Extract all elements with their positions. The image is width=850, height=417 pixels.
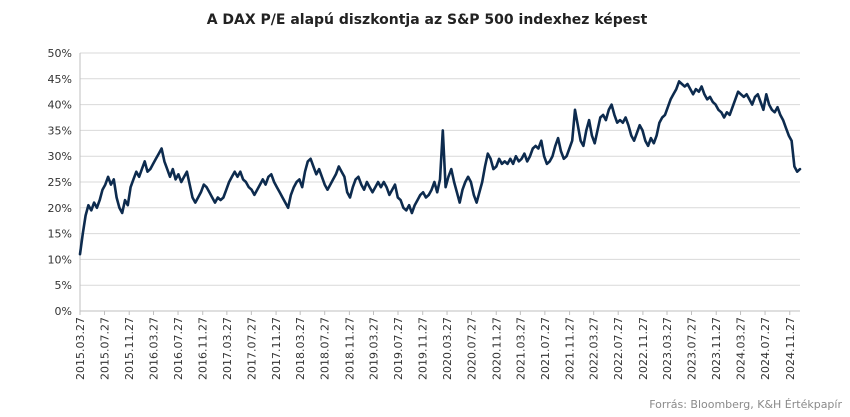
x-tick-label: 2023.07.27 bbox=[686, 317, 699, 380]
x-tick-label: 2017.11.27 bbox=[270, 317, 283, 380]
x-tick-label: 2024.11.27 bbox=[784, 317, 797, 380]
x-tick-label: 2022.11.27 bbox=[637, 317, 650, 380]
x-tick-label: 2017.03.27 bbox=[221, 317, 234, 380]
y-tick-label: 50% bbox=[48, 47, 72, 60]
x-tick-label: 2016.11.27 bbox=[197, 317, 210, 380]
y-axis: 0% 5% 10% 15% 20% 25% 30% 35% 40% 45% 50% bbox=[48, 47, 81, 318]
x-tick-label: 2020.07.27 bbox=[466, 317, 479, 380]
y-tick-label: 35% bbox=[48, 124, 72, 137]
x-tick-label: 2018.07.27 bbox=[319, 317, 332, 380]
x-tick-label: 2022.03.27 bbox=[588, 317, 601, 380]
x-tick-label: 2023.11.27 bbox=[710, 317, 723, 380]
x-tick-label: 2017.07.27 bbox=[245, 317, 258, 380]
y-tick-label: 0% bbox=[55, 305, 72, 318]
x-tick-label: 2021.07.27 bbox=[539, 317, 552, 380]
y-tick-label: 5% bbox=[55, 279, 72, 292]
x-tick-label: 2015.11.27 bbox=[123, 317, 136, 380]
source-note: Forrás: Bloomberg, K&H Értékpapír bbox=[649, 398, 842, 411]
x-tick-label: 2016.07.27 bbox=[172, 317, 185, 380]
y-tick-label: 20% bbox=[48, 202, 72, 215]
y-tick-label: 40% bbox=[48, 99, 72, 112]
x-tick-label: 2020.03.27 bbox=[441, 317, 454, 380]
y-tick-label: 10% bbox=[48, 253, 72, 266]
chart-title: A DAX P/E alapú diszkontja az S&P 500 in… bbox=[207, 12, 648, 28]
y-tick-label: 25% bbox=[48, 176, 72, 189]
x-tick-label: 2019.03.27 bbox=[368, 317, 381, 380]
x-tick-label: 2015.03.27 bbox=[74, 317, 87, 380]
x-tick-label: 2018.11.27 bbox=[343, 317, 356, 380]
x-tick-label: 2022.07.27 bbox=[612, 317, 625, 380]
series-line bbox=[78, 80, 802, 256]
x-tick-label: 2015.07.27 bbox=[99, 317, 112, 380]
x-tick-label: 2018.03.27 bbox=[294, 317, 307, 380]
x-tick-label: 2020.11.27 bbox=[490, 317, 503, 380]
y-tick-label: 15% bbox=[48, 228, 72, 241]
x-tick-label: 2019.11.27 bbox=[417, 317, 430, 380]
y-tick-label: 45% bbox=[48, 73, 72, 86]
x-tick-label: 2016.03.27 bbox=[148, 317, 161, 380]
series-layer bbox=[78, 80, 802, 256]
x-tick-label: 2024.03.27 bbox=[735, 317, 748, 380]
x-tick-label: 2024.07.27 bbox=[759, 317, 772, 380]
x-tick-label: 2019.07.27 bbox=[392, 317, 405, 380]
y-tick-label: 30% bbox=[48, 150, 72, 163]
x-tick-label: 2021.03.27 bbox=[514, 317, 527, 380]
x-tick-label: 2023.03.27 bbox=[661, 317, 674, 380]
x-tick-label: 2021.11.27 bbox=[564, 317, 577, 380]
x-axis: 2015.03.27 2015.07.27 2015.11.27 2016.03.27… bbox=[74, 310, 800, 380]
